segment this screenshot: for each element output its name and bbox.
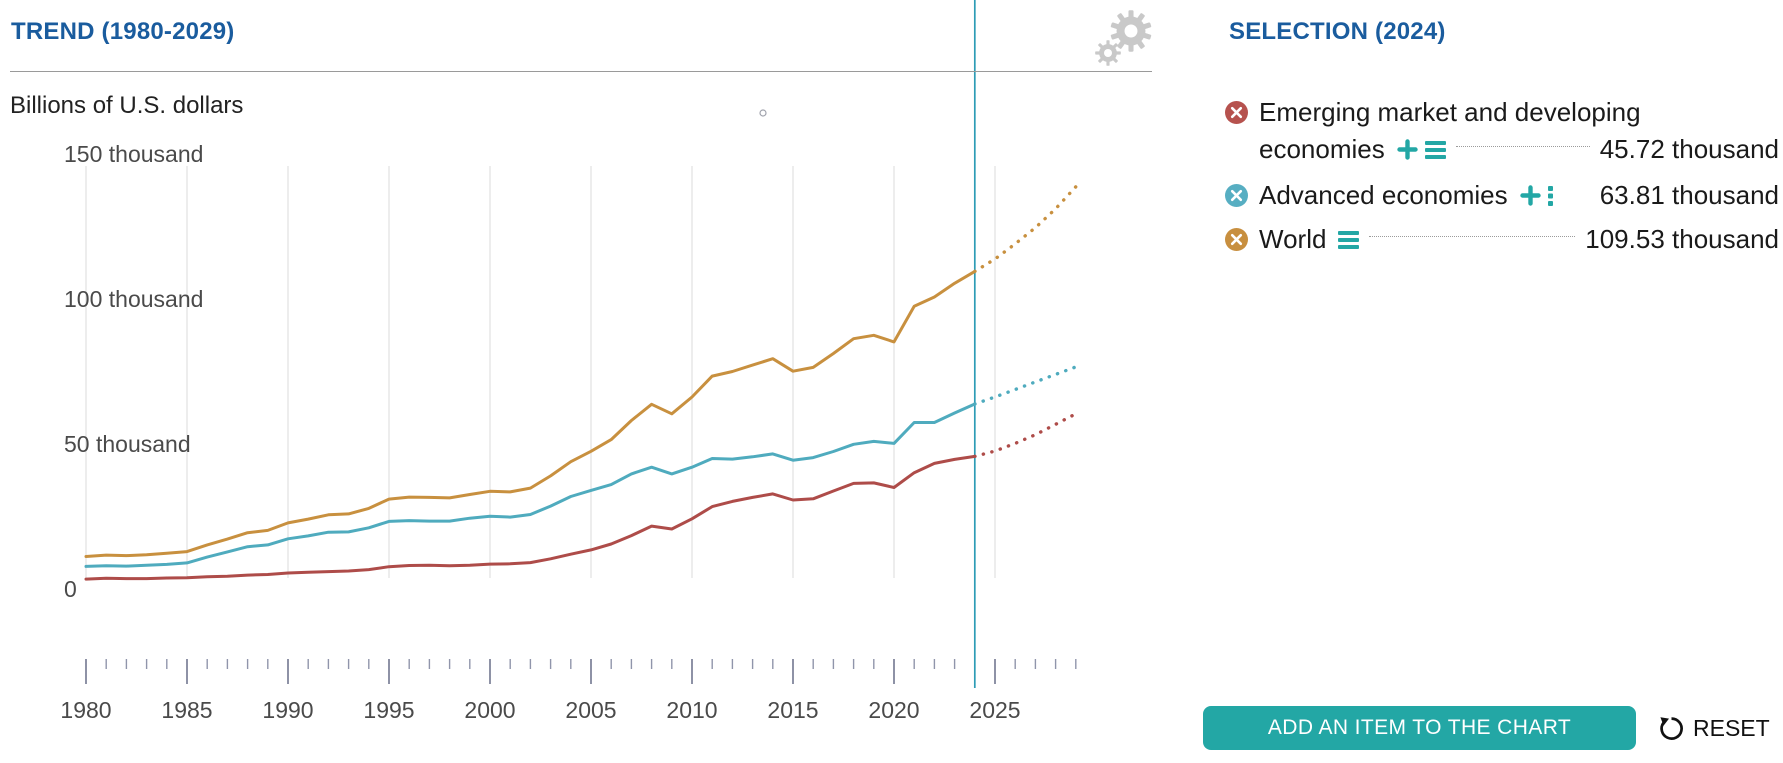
menu-dots-icon[interactable] <box>1547 185 1554 206</box>
legend-label: World <box>1259 224 1327 254</box>
legend-row-emerging: Emerging market and developing economies… <box>1225 94 1779 168</box>
add-item-button[interactable]: ADD AN ITEM TO THE CHART <box>1203 706 1636 750</box>
menu-bars-icon[interactable] <box>1424 140 1446 160</box>
series-line-emerging[interactable] <box>84 454 977 581</box>
selection-panel-title: SELECTION (2024) <box>1229 18 1446 45</box>
remove-series-icon[interactable] <box>1225 101 1248 124</box>
compare-plus-icon[interactable] <box>1519 185 1541 206</box>
small-circle-marker <box>759 109 767 117</box>
dotted-leader <box>1369 235 1576 237</box>
svg-text:1995: 1995 <box>363 697 414 723</box>
reset-label: RESET <box>1693 714 1770 741</box>
svg-text:2025: 2025 <box>969 697 1020 723</box>
svg-text:2015: 2015 <box>767 697 818 723</box>
series-line-advanced[interactable] <box>84 402 977 568</box>
legend-label: Advanced economies <box>1259 180 1508 210</box>
panel-divider <box>10 71 1152 72</box>
chart-y-axis-labels: 150 thousand 100 thousand 50 thousand 0 <box>64 141 203 602</box>
svg-text:0: 0 <box>64 576 77 602</box>
reset-undo-icon <box>1660 716 1683 740</box>
svg-text:1990: 1990 <box>262 697 313 723</box>
reset-button[interactable]: RESET <box>1658 706 1770 750</box>
chart-gridlines <box>85 166 996 578</box>
svg-text:2020: 2020 <box>868 697 919 723</box>
settings-gear-icon[interactable] <box>1095 10 1152 66</box>
svg-text:1980: 1980 <box>60 697 111 723</box>
dotted-leader <box>1455 145 1590 147</box>
series-forecast-advanced[interactable] <box>973 365 1078 406</box>
svg-text:2000: 2000 <box>464 697 515 723</box>
svg-text:100 thousand: 100 thousand <box>64 286 203 312</box>
series-forecast-emerging[interactable] <box>973 412 1078 459</box>
legend-row-advanced: Advanced economies 63.81 thousand <box>1225 180 1779 211</box>
legend-value: 109.53 thousand <box>1585 224 1779 254</box>
chart-x-axis-labels: 1980 1985 1990 1995 2000 2005 2010 2015 2020 2025 <box>60 697 1020 723</box>
svg-text:2010: 2010 <box>666 697 717 723</box>
legend-label: Emerging market and developing <box>1259 97 1641 127</box>
remove-series-icon[interactable] <box>1225 228 1248 251</box>
series-forecast-world[interactable] <box>973 185 1078 274</box>
legend-row-world: World 109.53 thousand <box>1225 224 1779 255</box>
svg-text:150 thousand: 150 thousand <box>64 141 203 167</box>
legend-value: 45.72 thousand <box>1599 134 1779 164</box>
remove-series-icon[interactable] <box>1225 184 1248 207</box>
legend-value: 63.81 thousand <box>1599 180 1779 210</box>
chart-unit-label: Billions of U.S. dollars <box>10 92 244 119</box>
menu-bars-icon[interactable] <box>1338 230 1360 250</box>
chart-x-axis-ticks <box>85 659 1077 684</box>
svg-text:2005: 2005 <box>565 697 616 723</box>
compare-plus-icon[interactable] <box>1397 139 1418 160</box>
selection-legend: Emerging market and developing economies… <box>1225 94 1779 268</box>
svg-text:50 thousand: 50 thousand <box>64 431 191 457</box>
series-line-world[interactable] <box>84 269 977 558</box>
legend-label: economies <box>1259 134 1385 164</box>
svg-text:1985: 1985 <box>161 697 212 723</box>
trend-panel-title: TREND (1980-2029) <box>11 18 235 45</box>
